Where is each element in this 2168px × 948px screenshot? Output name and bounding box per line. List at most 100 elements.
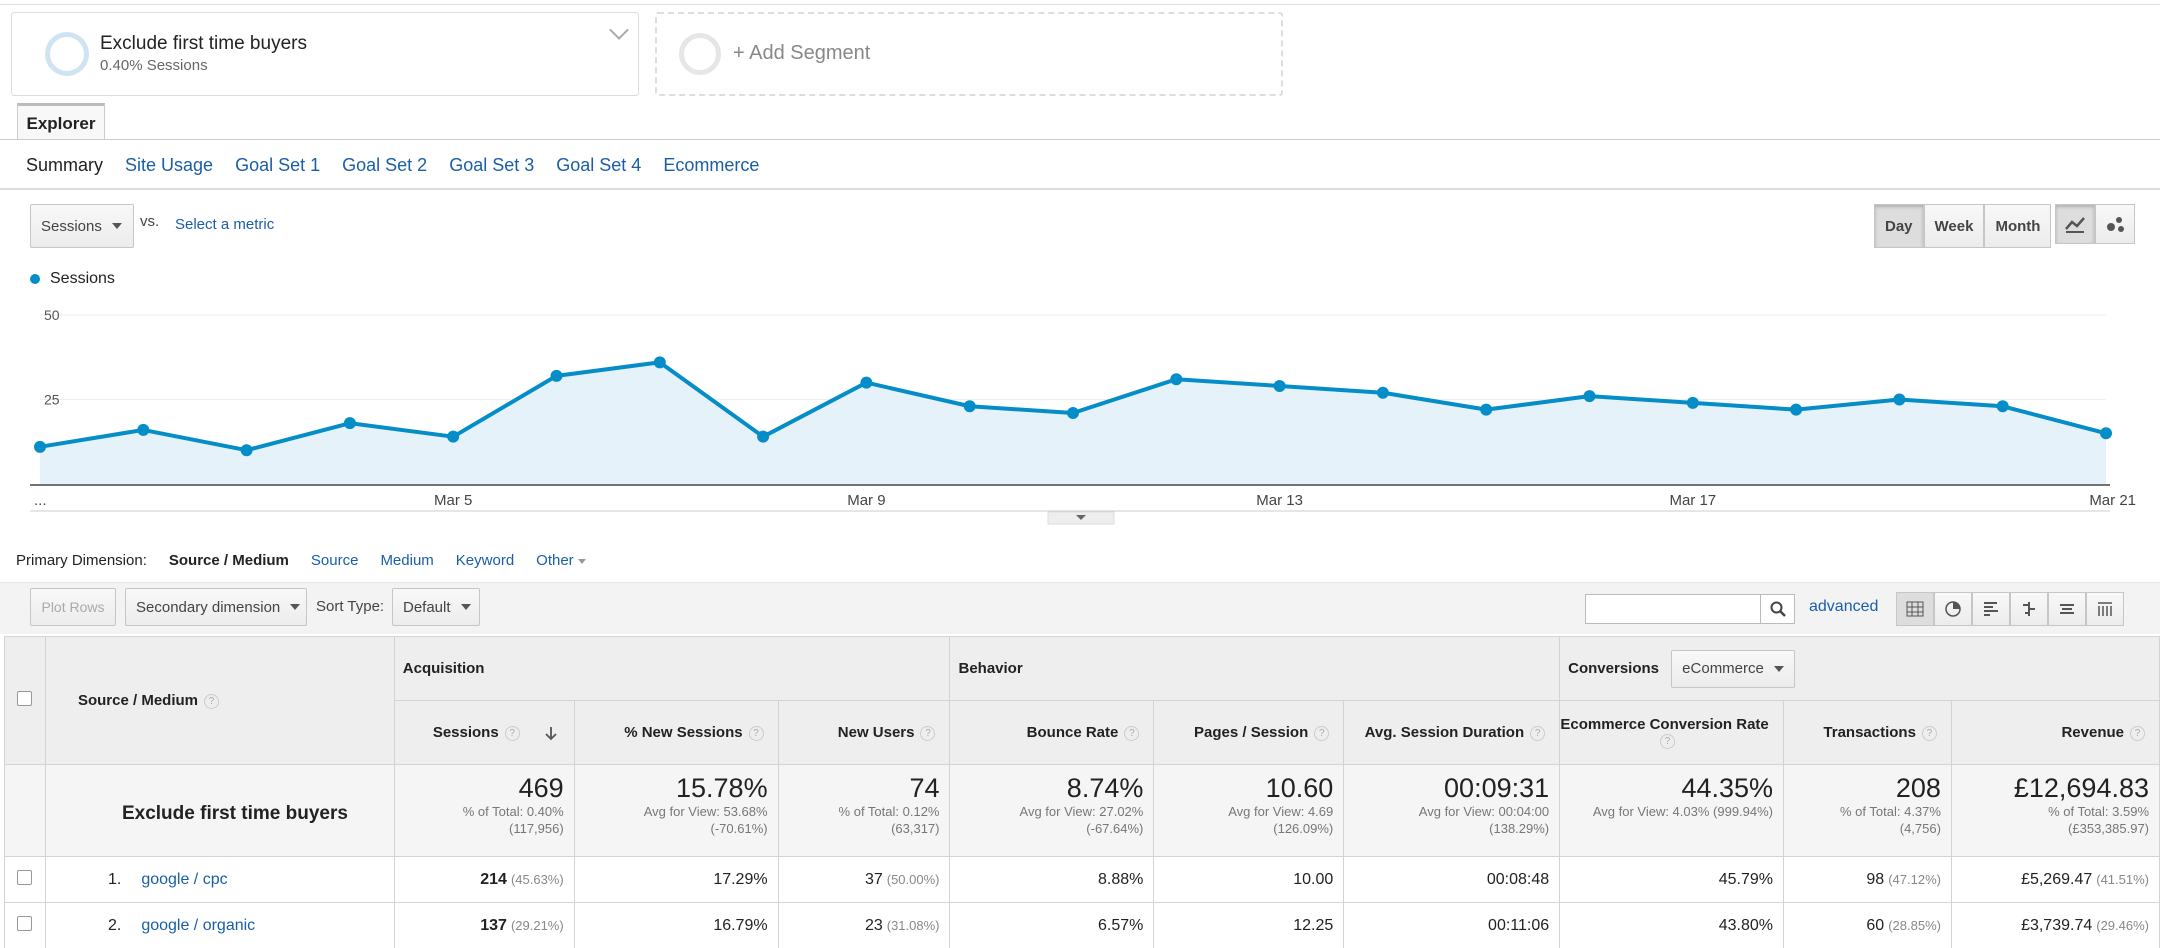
row-pages-cell: 12.25	[1153, 902, 1345, 948]
dimension-medium[interactable]: Medium	[380, 552, 434, 569]
dimension-source-medium[interactable]: Source / Medium	[168, 552, 289, 569]
col-pages-session[interactable]: Pages / Session?	[1153, 700, 1345, 765]
row-source-link[interactable]: google / cpc	[141, 870, 228, 888]
subtab-goal-set-3[interactable]: Goal Set 3	[449, 155, 535, 175]
col-new-sessions[interactable]: % New Sessions?	[573, 700, 779, 765]
dimension-header[interactable]: Source / Medium?	[44, 636, 395, 765]
motion-chart-button[interactable]	[2095, 204, 2135, 244]
total-cell: 208% of Total: 4.37% (4,756)	[1783, 764, 1952, 857]
subtab-goal-set-1[interactable]: Goal Set 1	[235, 155, 321, 175]
dimension-source[interactable]: Source	[310, 552, 359, 569]
term-cloud-icon	[2060, 604, 2074, 614]
dimension-other-label: Other	[536, 552, 574, 569]
data-point	[1273, 379, 1286, 392]
select-metric-link[interactable]: Select a metric	[175, 216, 275, 233]
period-week-button[interactable]: Week	[1923, 204, 1985, 248]
help-icon[interactable]: ?	[1530, 725, 1546, 741]
help-icon[interactable]: ?	[2130, 725, 2145, 741]
total-cell: 8.74% Avg for View: 27.02% (-67.64%)	[949, 764, 1155, 857]
help-icon[interactable]: ?	[504, 725, 520, 741]
period-day-button[interactable]: Day	[1874, 204, 1924, 248]
row-dimension-cell: 1. google / cpc	[44, 856, 395, 903]
performance-view-button[interactable]	[1972, 592, 2010, 626]
top-border	[0, 4, 2160, 5]
data-view-button[interactable]	[1896, 592, 1934, 626]
select-all-checkbox[interactable]	[17, 691, 33, 706]
subtab-site-usage[interactable]: Site Usage	[125, 155, 214, 175]
col-revenue[interactable]: Revenue?	[1950, 700, 2161, 765]
help-icon[interactable]: ?	[920, 725, 936, 741]
col-new-users[interactable]: New Users?	[777, 700, 951, 765]
select-all-cell	[4, 636, 46, 765]
row-transactions-pct: (47.12%)	[1888, 871, 1941, 887]
group-conversions: Conversions eCommerce	[1559, 636, 2160, 701]
total-value: 469	[518, 773, 564, 803]
row-source-link[interactable]: google / organic	[141, 916, 256, 934]
help-icon[interactable]: ?	[1314, 725, 1330, 741]
row-bounce-cell: 8.88%	[949, 856, 1155, 903]
help-icon[interactable]: ?	[748, 725, 764, 741]
report-table: Source / Medium? Acquisition Behavior Co…	[4, 636, 2161, 948]
col-bounce-rate-label: Bounce Rate	[1026, 724, 1119, 741]
dimension-keyword[interactable]: Keyword	[455, 552, 515, 569]
total-compare-detail: (4,756)	[1899, 821, 1941, 836]
search-button[interactable]	[1760, 594, 1795, 624]
active-segment-card[interactable]: Exclude first time buyers 0.40% Sessions	[11, 12, 639, 96]
subtab-goal-set-2[interactable]: Goal Set 2	[342, 155, 428, 175]
add-segment-button[interactable]: + Add Segment	[655, 12, 1283, 96]
help-icon[interactable]: ?	[1921, 725, 1937, 741]
period-month-button[interactable]: Month	[1984, 204, 2052, 248]
group-conversions-label: Conversions	[1568, 659, 1659, 677]
total-compare-detail: (117,956)	[509, 821, 564, 836]
segment-title: Exclude first time buyers	[100, 33, 307, 54]
col-sessions[interactable]: Sessions?	[393, 700, 575, 765]
col-conversion-rate[interactable]: Ecommerce Conversion Rate?	[1559, 700, 1785, 765]
primary-dimension-label: Primary Dimension:	[16, 552, 147, 569]
row-checkbox[interactable]	[17, 869, 33, 885]
data-point	[1790, 403, 1803, 416]
comparison-view-button[interactable]	[2010, 592, 2048, 626]
term-cloud-view-button[interactable]	[2048, 592, 2086, 626]
conversions-select[interactable]: eCommerce	[1671, 649, 1795, 688]
sort-type-select[interactable]: Default	[392, 588, 480, 626]
percentage-view-button[interactable]	[1934, 592, 1972, 626]
line-chart-button[interactable]	[2055, 204, 2095, 244]
total-label: Exclude first time buyers	[44, 764, 395, 857]
row-select-cell	[4, 902, 46, 948]
row-duration: 00:11:06	[1488, 916, 1550, 934]
subtab-ecommerce[interactable]: Ecommerce	[663, 155, 760, 175]
col-bounce-rate[interactable]: Bounce Rate?	[949, 700, 1155, 765]
pivot-view-button[interactable]	[2086, 592, 2124, 626]
data-point	[240, 444, 253, 457]
x-tick-label: Mar 9	[847, 492, 885, 509]
metric-select[interactable]: Sessions	[30, 204, 134, 248]
bubble-chart-icon	[2107, 217, 2124, 232]
total-cell: 10.60 Avg for View: 4.69 (126.09%)	[1153, 764, 1345, 857]
data-point	[34, 440, 46, 453]
col-avg-duration[interactable]: Avg. Session Duration?	[1343, 700, 1561, 765]
plot-rows-button[interactable]: Plot Rows	[30, 588, 116, 626]
subtab-goal-set-4[interactable]: Goal Set 4	[556, 155, 642, 175]
help-icon[interactable]: ?	[1124, 725, 1140, 741]
data-point	[2100, 427, 2112, 440]
row-pages-cell: 10.00	[1153, 856, 1345, 903]
advanced-filter-link[interactable]: advanced	[1809, 598, 1879, 615]
group-behavior: Behavior	[949, 636, 1561, 701]
row-conversion-rate: 43.80%	[1718, 916, 1774, 934]
data-point	[447, 430, 460, 443]
chevron-down-icon[interactable]	[609, 20, 629, 40]
sessions-chart[interactable]: 25 50... Mar 5 Mar 9 Mar 13 Mar 17 Mar 21	[0, 290, 2168, 530]
dimension-other[interactable]: Other	[536, 552, 586, 569]
row-new-sessions-cell: 16.79%	[573, 902, 779, 948]
row-checkbox[interactable]	[17, 915, 33, 931]
col-transactions[interactable]: Transactions?	[1783, 700, 1952, 765]
total-value: 208	[1895, 773, 1941, 803]
total-compare: % of Total: 4.37%	[1840, 804, 1941, 819]
tab-explorer[interactable]: Explorer	[17, 103, 105, 139]
help-icon[interactable]: ?	[204, 693, 219, 709]
col-sessions-label: Sessions	[432, 723, 499, 741]
help-icon[interactable]: ?	[1660, 734, 1676, 750]
legend-swatch	[30, 274, 40, 284]
secondary-dimension-select[interactable]: Secondary dimension	[125, 588, 307, 626]
subtab-summary[interactable]: Summary	[26, 155, 104, 175]
